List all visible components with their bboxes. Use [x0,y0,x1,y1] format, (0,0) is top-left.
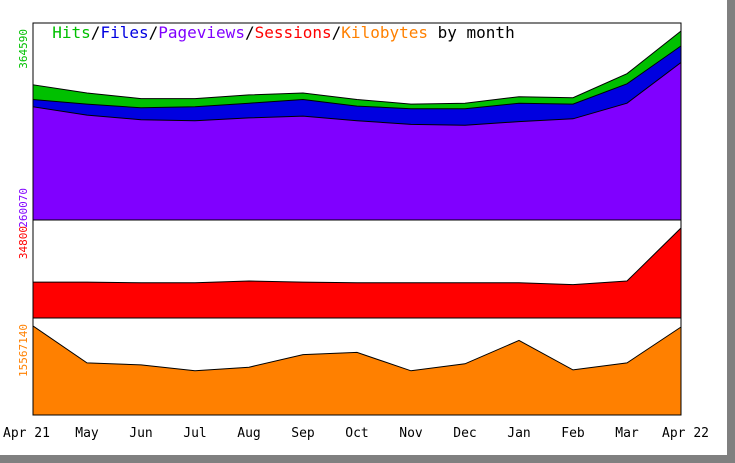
title-part: Hits [52,23,91,42]
title-part: Files [100,23,149,42]
x-tick-label: Jul [183,426,206,441]
title-part: / [244,23,255,42]
y-max-label: 364590 [17,29,30,69]
title-part: / [148,23,159,42]
x-tick-label: Apr 21 [3,426,50,441]
x-tick-label: Oct [345,426,368,441]
title-part: Pageviews [158,23,245,42]
x-tick-label: Jan [507,426,530,441]
y-secondary-label: 260070 [17,188,30,228]
x-tick-label: Apr 22 [662,426,709,441]
y-max-label: 34800 [17,226,30,259]
x-tick-label: Dec [453,426,476,441]
x-tick-label: Feb [561,426,585,441]
title-part: Sessions [254,23,332,42]
x-tick-label: Sep [291,426,315,441]
plot-border [32,22,682,416]
x-tick-label: Aug [237,426,260,441]
title-part: / [90,23,101,42]
x-tick-label: Jun [129,426,152,441]
x-tick-label: Mar [615,426,639,441]
x-tick-label: Nov [399,426,423,441]
series-area-kilobytes [32,325,682,416]
series-area-sessions [32,226,682,319]
title-part: / [331,23,342,42]
series-area-pageviews [32,61,682,221]
x-tick-label: May [75,426,99,441]
title-part: Kilobytes [341,23,428,42]
y-max-label: 15567140 [17,324,30,377]
title-part: by month [428,23,515,42]
chart-title: Hits/Files/Pageviews/Sessions/Kilobytes … [33,0,515,44]
